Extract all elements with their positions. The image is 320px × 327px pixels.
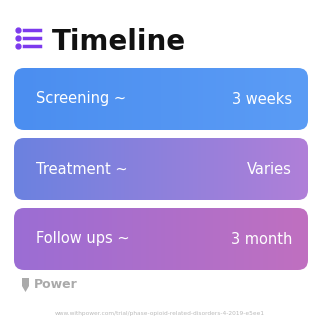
Text: 3 weeks: 3 weeks xyxy=(232,92,292,107)
Text: Timeline: Timeline xyxy=(52,28,186,56)
Text: Follow ups ~: Follow ups ~ xyxy=(36,232,130,247)
Text: www.withpower.com/trial/phase-opioid-related-disorders-4-2019-e5ee1: www.withpower.com/trial/phase-opioid-rel… xyxy=(55,312,265,317)
Text: Varies: Varies xyxy=(247,162,292,177)
Text: 3 month: 3 month xyxy=(231,232,292,247)
Text: Screening ~: Screening ~ xyxy=(36,92,126,107)
Polygon shape xyxy=(22,278,29,292)
Text: Treatment ~: Treatment ~ xyxy=(36,162,128,177)
Text: Power: Power xyxy=(34,279,78,291)
